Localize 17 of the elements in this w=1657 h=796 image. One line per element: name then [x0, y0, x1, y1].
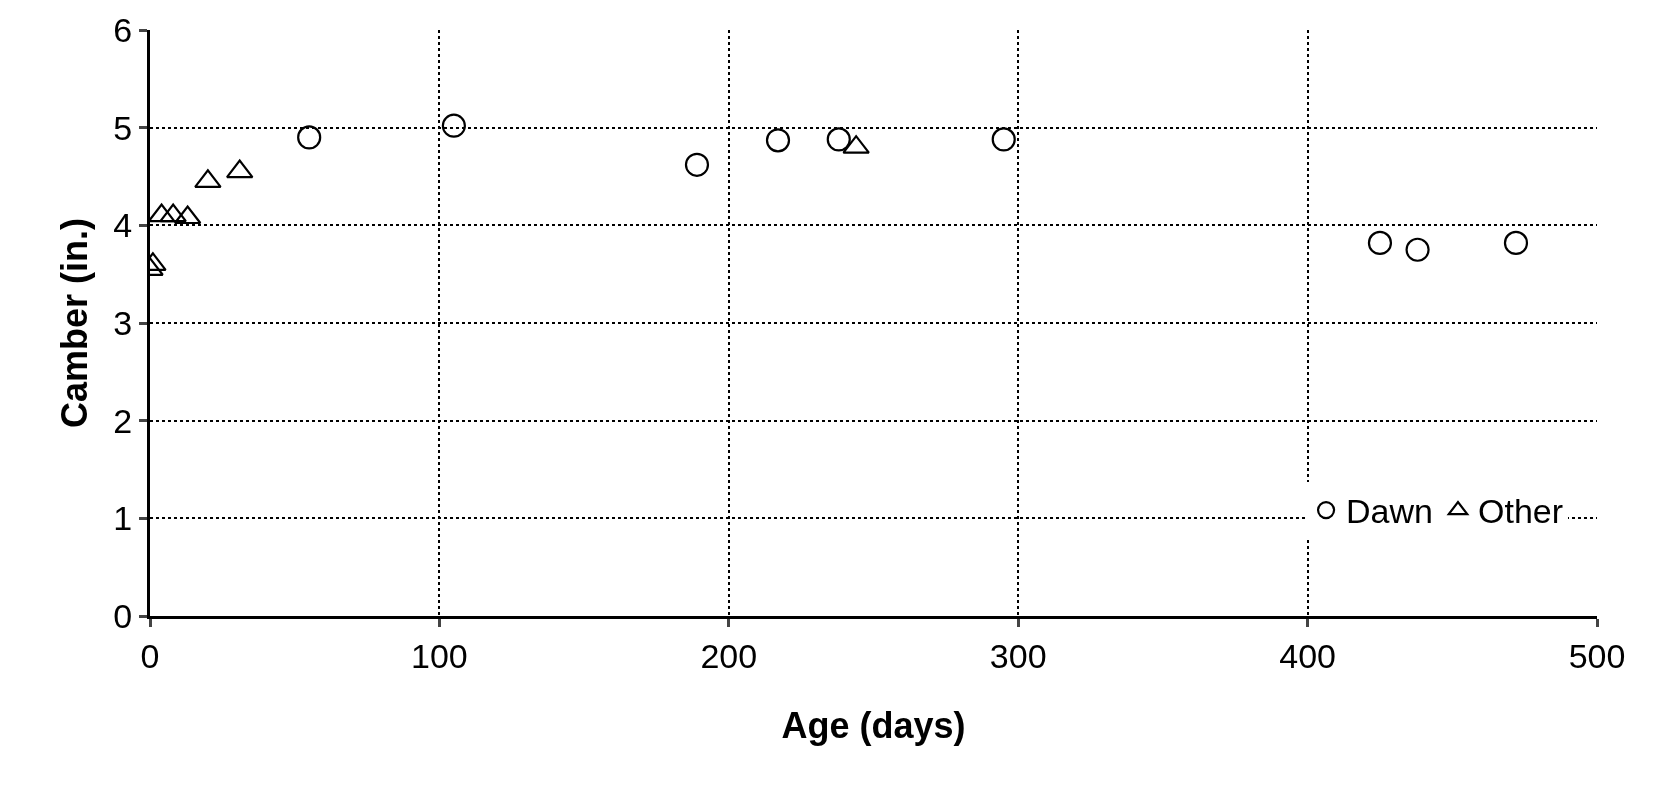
legend-label: Other [1478, 492, 1564, 531]
y-tick-label: 4 [113, 206, 133, 245]
legend-label: Dawn [1346, 492, 1433, 531]
y-tick-label: 3 [113, 303, 133, 342]
y-tick-label: 0 [113, 596, 133, 635]
x-tick-label: 400 [1279, 636, 1336, 675]
y-tick-label: 6 [113, 10, 133, 49]
x-tick-label: 100 [411, 636, 468, 675]
x-tick-label: 0 [140, 636, 160, 675]
y-axis-title: Camber (in.) [54, 217, 96, 429]
x-axis-title: Age (days) [781, 705, 966, 747]
x-tick-label: 500 [1568, 636, 1626, 675]
x-tick-label: 200 [700, 636, 758, 675]
y-tick-label: 5 [113, 108, 133, 147]
y-tick-label: 1 [113, 499, 133, 538]
y-tick-label: 2 [113, 401, 133, 440]
x-tick-label: 300 [989, 636, 1047, 675]
